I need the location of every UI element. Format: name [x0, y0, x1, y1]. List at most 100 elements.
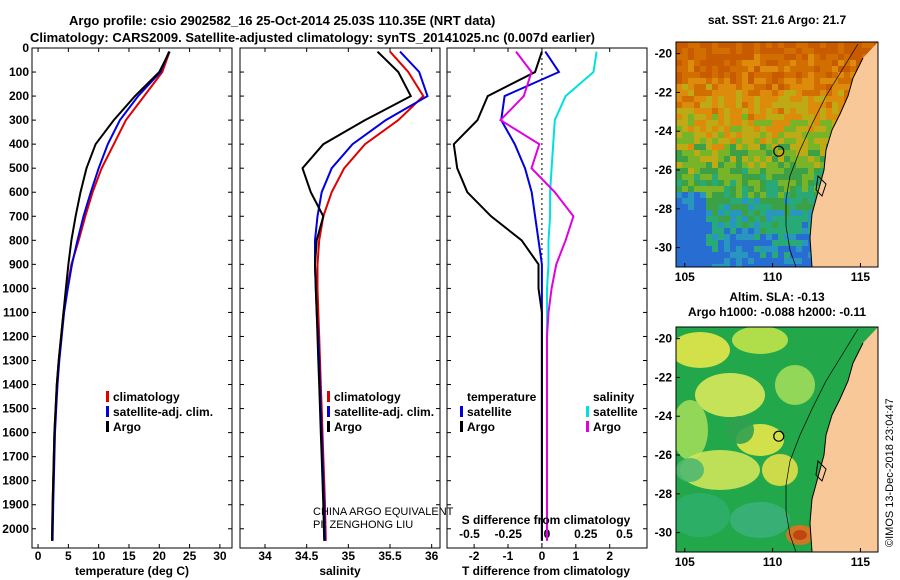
- sst-cell: [766, 114, 772, 120]
- sst-cell: [790, 216, 796, 222]
- depth-tick-label: 600: [9, 185, 29, 199]
- sst-cell: [700, 138, 706, 144]
- sst-cell: [760, 54, 766, 60]
- sst-cell: [718, 150, 724, 156]
- sst-cell: [688, 234, 694, 240]
- sst-cell: [748, 78, 754, 84]
- sst-cell: [760, 252, 766, 258]
- sst-cell: [766, 126, 772, 132]
- sst-cell: [688, 210, 694, 216]
- sst-cell: [706, 186, 712, 192]
- legend-label-climatology: climatology: [334, 390, 401, 404]
- sst-cell: [748, 72, 754, 78]
- sst-cell: [694, 48, 700, 54]
- sst-cell: [730, 246, 736, 252]
- sst-cell: [730, 150, 736, 156]
- sst-cell: [802, 54, 808, 60]
- sst-cell: [778, 234, 784, 240]
- sst-cell: [688, 54, 694, 60]
- sst-cell: [748, 54, 754, 60]
- sst-cell: [730, 132, 736, 138]
- sst-cell: [700, 240, 706, 246]
- sst-cell: [730, 72, 736, 78]
- top-x-tick-label: 0.5: [616, 527, 633, 541]
- sst-cell: [700, 168, 706, 174]
- sst-cell: [700, 114, 706, 120]
- depth-tick-label: 200: [9, 89, 29, 103]
- sst-cell: [766, 72, 772, 78]
- sst-cell: [742, 90, 748, 96]
- sst-cell: [688, 138, 694, 144]
- sst-cell: [820, 156, 826, 162]
- sst-cell: [808, 192, 814, 198]
- sst-cell: [802, 102, 808, 108]
- sst-cell: [706, 168, 712, 174]
- sst-cell: [796, 186, 802, 192]
- sst-cell: [682, 210, 688, 216]
- sst-cell: [760, 78, 766, 84]
- sst-cell: [820, 138, 826, 144]
- sst-cell: [814, 96, 820, 102]
- sst-cell: [712, 78, 718, 84]
- sla-shelf-contour: [785, 328, 859, 552]
- x-tick-label: 36: [425, 549, 439, 563]
- sst-cell: [682, 234, 688, 240]
- sst-cell: [682, 150, 688, 156]
- sst-cell: [760, 42, 766, 48]
- sst-cell: [766, 156, 772, 162]
- sst-cell: [802, 78, 808, 84]
- sst-cell: [748, 198, 754, 204]
- sst-cell: [796, 180, 802, 186]
- sst-cell: [790, 84, 796, 90]
- sst-cell: [730, 60, 736, 66]
- sst-cell: [700, 186, 706, 192]
- sst-cell: [718, 228, 724, 234]
- sst-cell: [736, 132, 742, 138]
- sst-cell: [790, 234, 796, 240]
- sst-cell: [754, 186, 760, 192]
- sst-cell: [808, 66, 814, 72]
- sst-cell: [730, 84, 736, 90]
- depth-tick-label: 1700: [2, 450, 29, 464]
- sst-cell: [808, 168, 814, 174]
- sst-cell: [796, 228, 802, 234]
- sst-cell: [820, 150, 826, 156]
- sst-cell: [694, 222, 700, 228]
- sst-cell: [808, 78, 814, 84]
- sst-cell: [748, 84, 754, 90]
- sst-cell: [826, 102, 832, 108]
- sst-cell: [718, 246, 724, 252]
- x-tick-label: 0: [539, 549, 546, 563]
- sst-cell: [676, 222, 682, 228]
- sla-anomaly-blob: [732, 327, 788, 354]
- sst-cell: [838, 66, 844, 72]
- sst-cell: [760, 228, 766, 234]
- sst-cell: [778, 54, 784, 60]
- sst-cell: [736, 168, 742, 174]
- sst-cell: [772, 216, 778, 222]
- sst-cell: [700, 126, 706, 132]
- sst-cell: [790, 264, 796, 267]
- sst-bay: [815, 174, 827, 197]
- sst-cell: [742, 240, 748, 246]
- sst-cell: [778, 138, 784, 144]
- sst-cell: [706, 72, 712, 78]
- sst-cell: [796, 138, 802, 144]
- sst-cell: [742, 48, 748, 54]
- sst-cell: [796, 96, 802, 102]
- sst-cell: [784, 114, 790, 120]
- sst-cell: [730, 192, 736, 198]
- sst-cell: [676, 114, 682, 120]
- sst-cell: [718, 48, 724, 54]
- sst-cell: [718, 132, 724, 138]
- sst-cell: [778, 198, 784, 204]
- sst-cell: [748, 132, 754, 138]
- sst-cell: [796, 222, 802, 228]
- sst-cell: [790, 66, 796, 72]
- x-tick-label: -1: [503, 549, 514, 563]
- sst-cell: [682, 84, 688, 90]
- sst-cell: [676, 120, 682, 126]
- sst-cell: [820, 66, 826, 72]
- sst-cell: [820, 96, 826, 102]
- sst-cell: [724, 228, 730, 234]
